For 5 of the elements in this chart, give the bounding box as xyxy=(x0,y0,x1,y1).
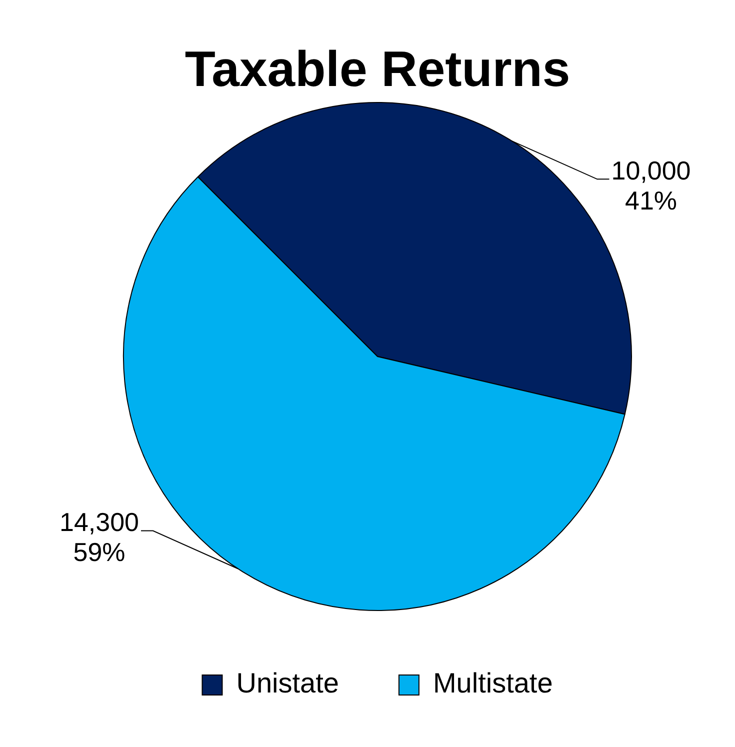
legend-label: Unistate xyxy=(236,668,339,699)
data-label: 14,300 59% xyxy=(59,506,140,567)
chart-title: Taxable Returns xyxy=(184,40,570,97)
data-label: 10,000 41% xyxy=(611,155,691,216)
legend-label: Multistate xyxy=(432,668,553,699)
